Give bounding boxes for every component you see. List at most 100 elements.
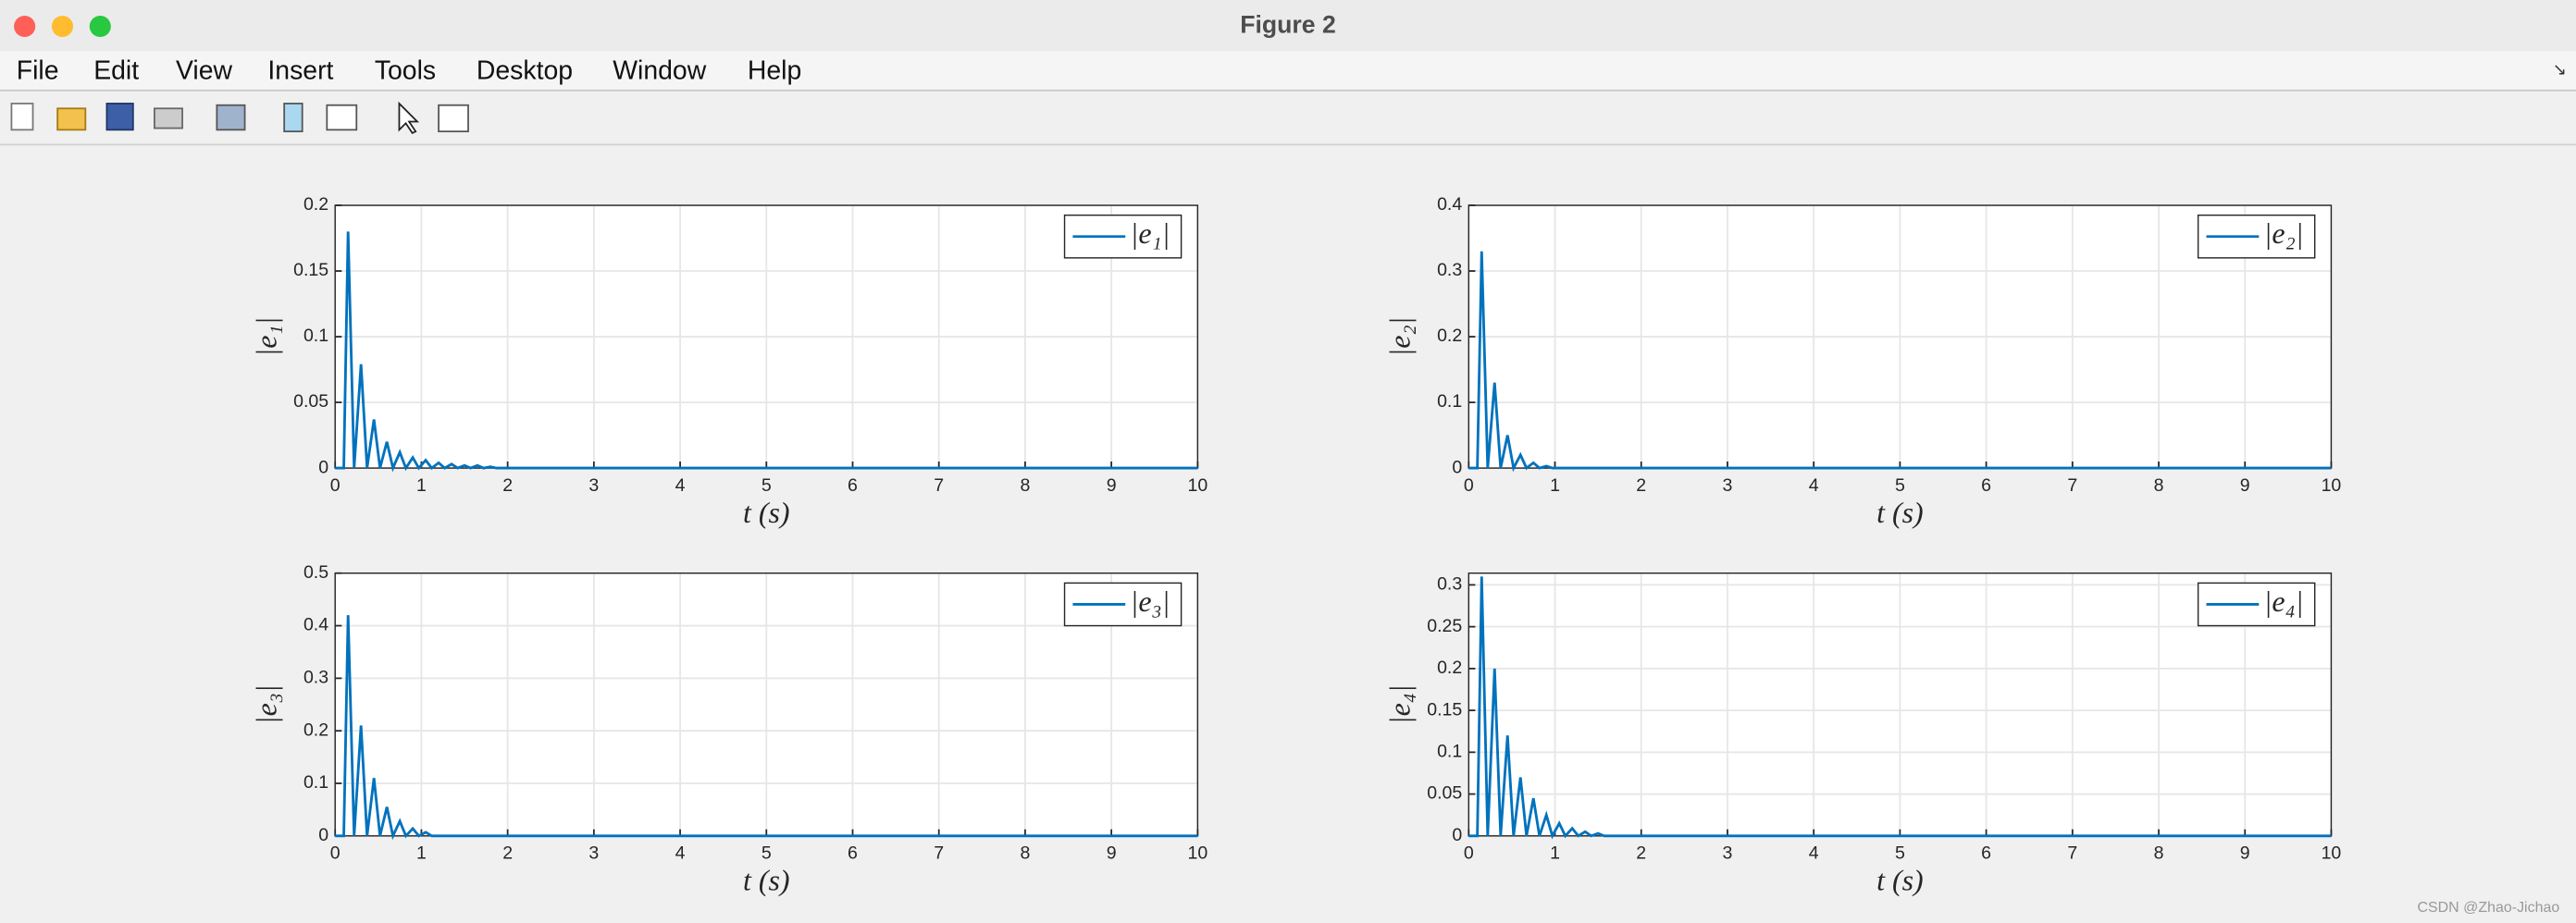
y-tick-label: 0.05: [1427, 783, 1462, 804]
minimize-button[interactable]: [51, 15, 74, 38]
y-tick-label: 0.3: [1437, 574, 1462, 595]
x-tick-label: 3: [588, 843, 599, 864]
y-tick-label: 0.15: [1427, 699, 1462, 720]
print-icon[interactable]: [154, 107, 183, 129]
y-tick-label: 0.2: [303, 194, 328, 215]
x-tick-label: 2: [1636, 843, 1646, 864]
y-tick-label: 0.25: [1427, 616, 1462, 636]
watermark: CSDN @Zhao-Jichao: [2417, 900, 2559, 916]
menu-item[interactable]: Insert: [267, 56, 333, 86]
x-axis-label: t (s): [1876, 865, 1924, 897]
x-tick-label: 7: [2067, 843, 2077, 864]
menu-item[interactable]: Edit: [93, 56, 139, 86]
menu-item[interactable]: Help: [748, 56, 801, 86]
x-tick-label: 5: [1895, 843, 1905, 864]
menu-item[interactable]: Window: [613, 56, 706, 86]
data-line: [335, 231, 1198, 473]
y-axis-label: |e₃|: [251, 684, 283, 724]
title-bar: [0, 0, 2576, 52]
print-figure-icon[interactable]: [216, 104, 246, 131]
legend-label: |e₄|: [2264, 585, 2304, 618]
x-tick-label: 1: [1550, 843, 1560, 864]
y-tick-label: 0.1: [1437, 391, 1462, 412]
menu-item[interactable]: Desktop: [477, 56, 573, 86]
x-tick-label: 9: [2240, 843, 2250, 864]
y-tick-label: 0.1: [303, 772, 328, 793]
x-tick-label: 2: [1636, 475, 1646, 496]
x-tick-label: 9: [1107, 475, 1117, 496]
x-tick-label: 3: [588, 475, 599, 496]
x-tick-label: 4: [675, 843, 686, 864]
close-button[interactable]: [14, 15, 36, 38]
zoom-button[interactable]: [89, 15, 111, 38]
menu-item[interactable]: Tools: [375, 56, 436, 86]
x-tick-label: 0: [1464, 843, 1474, 864]
legend-label: |e₃|: [1131, 585, 1170, 618]
x-tick-label: 5: [1895, 475, 1905, 496]
x-tick-label: 1: [416, 475, 427, 496]
x-tick-label: 10: [1187, 475, 1208, 496]
y-tick-label: 0.2: [1437, 326, 1462, 346]
x-tick-label: 3: [1723, 843, 1733, 864]
x-tick-label: 8: [2154, 843, 2164, 864]
y-tick-label: 0: [1452, 457, 1462, 477]
y-tick-label: 0: [1452, 825, 1462, 845]
save-icon[interactable]: [105, 103, 134, 131]
new-icon[interactable]: [10, 103, 34, 131]
x-tick-label: 8: [1020, 475, 1030, 496]
x-axis-label: t (s): [743, 497, 790, 529]
window-title: Figure 2: [1240, 11, 1336, 39]
x-tick-label: 8: [1020, 843, 1030, 864]
x-tick-label: 1: [1550, 475, 1560, 496]
x-tick-label: 8: [2154, 475, 2164, 496]
x-tick-label: 6: [848, 475, 858, 496]
property-editor-icon[interactable]: [438, 104, 469, 133]
dock-arrow[interactable]: ↘: [2553, 60, 2567, 79]
x-tick-label: 3: [1723, 475, 1733, 496]
legend-icon[interactable]: [326, 104, 358, 131]
legend-label: |e₁|: [1131, 217, 1170, 250]
x-tick-label: 6: [1981, 843, 1991, 864]
x-tick-label: 10: [2322, 475, 2342, 496]
menu-item[interactable]: File: [17, 56, 59, 86]
y-tick-label: 0.2: [303, 720, 328, 740]
x-tick-label: 9: [2240, 475, 2250, 496]
x-tick-label: 0: [1464, 475, 1474, 496]
y-tick-label: 0.3: [1437, 260, 1462, 280]
y-tick-label: 0.15: [293, 260, 328, 280]
x-tick-label: 0: [330, 843, 341, 864]
x-tick-label: 9: [1107, 843, 1117, 864]
select-icon[interactable]: [398, 101, 420, 135]
x-tick-label: 7: [934, 475, 944, 496]
y-tick-label: 0.4: [1437, 194, 1462, 215]
x-tick-label: 10: [1187, 843, 1208, 864]
y-axis-label: |e₂|: [1384, 317, 1417, 357]
toolbar: [10, 101, 469, 135]
x-tick-label: 5: [762, 475, 772, 496]
y-axis-label: |e₁|: [251, 317, 283, 357]
data-line: [1468, 576, 2332, 840]
legend-label: |e₂|: [2264, 217, 2304, 250]
x-tick-label: 4: [675, 475, 686, 496]
data-line: [1468, 251, 2332, 473]
open-icon[interactable]: [56, 107, 87, 131]
y-tick-label: 0.1: [1437, 742, 1462, 762]
data-line: [335, 615, 1198, 841]
y-axis-label: |e₄|: [1384, 684, 1417, 724]
x-axis-label: t (s): [1876, 497, 1924, 529]
y-tick-label: 0: [318, 825, 328, 845]
y-tick-label: 0.2: [1437, 658, 1462, 678]
x-tick-label: 6: [848, 843, 858, 864]
colorbar-icon[interactable]: [283, 103, 303, 133]
y-tick-label: 0.05: [293, 391, 328, 412]
x-tick-label: 7: [2067, 475, 2077, 496]
menu-item[interactable]: View: [176, 56, 233, 86]
x-tick-label: 0: [330, 475, 341, 496]
x-tick-label: 4: [1809, 843, 1819, 864]
x-tick-label: 1: [416, 843, 427, 864]
x-tick-label: 2: [502, 475, 513, 496]
x-axis-label: t (s): [743, 865, 790, 897]
x-tick-label: 6: [1981, 475, 1991, 496]
x-tick-label: 7: [934, 843, 944, 864]
